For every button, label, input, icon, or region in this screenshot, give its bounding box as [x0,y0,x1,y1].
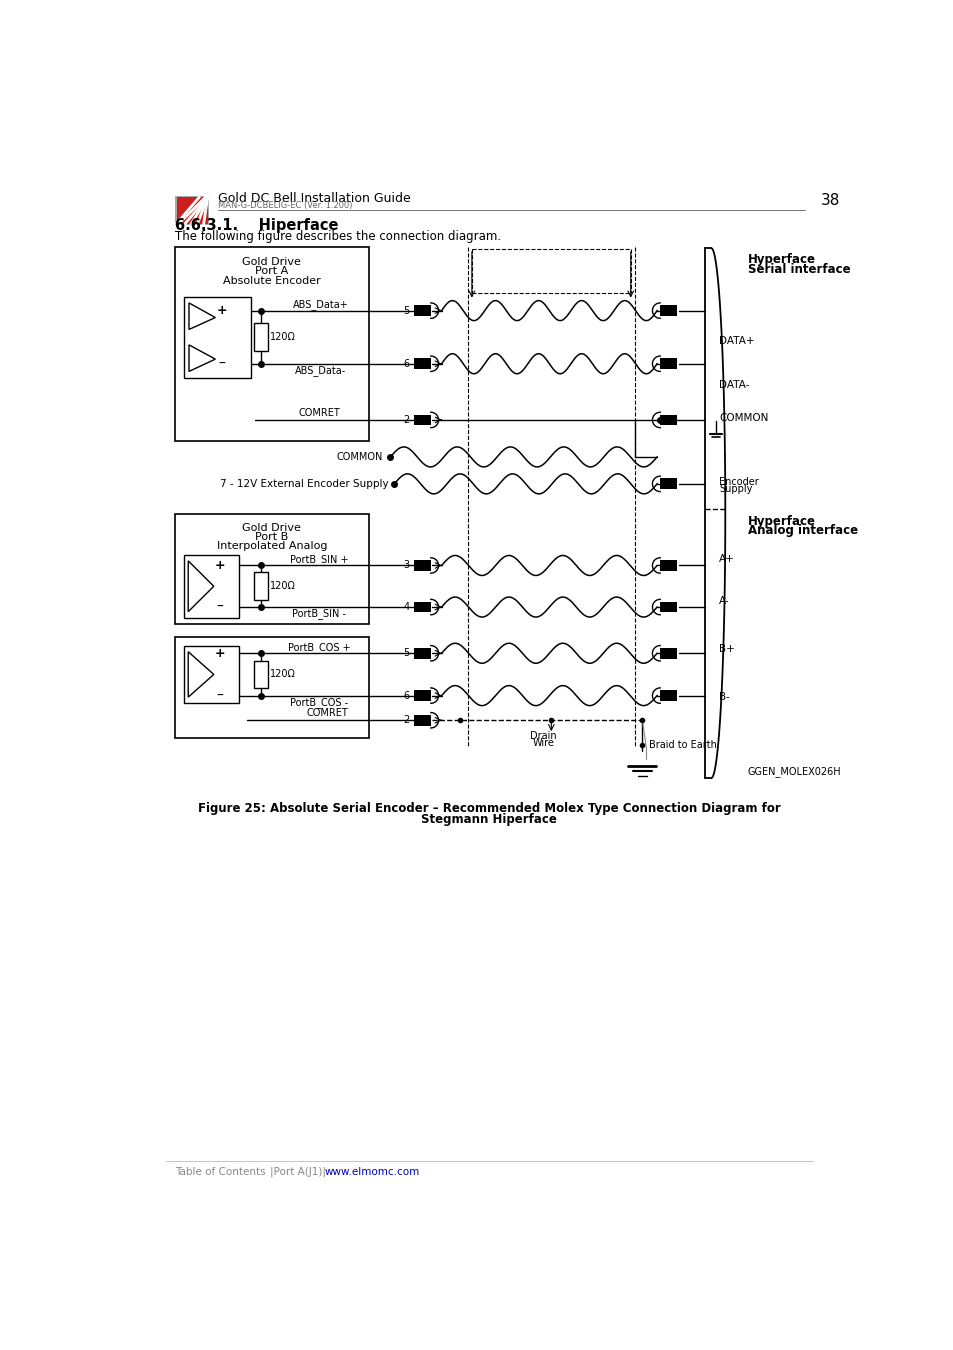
Text: ABS_Data-: ABS_Data- [294,366,346,377]
Text: 2: 2 [403,716,410,725]
Text: 120Ω: 120Ω [270,582,296,591]
Text: GGEN_MOLEX026H: GGEN_MOLEX026H [747,767,841,778]
Bar [414,648,431,659]
Text: Absolute Encoder: Absolute Encoder [223,275,320,286]
Text: Stegmann Hiperface: Stegmann Hiperface [420,813,557,826]
Text: 120Ω: 120Ω [270,332,296,342]
Text: |Port A(J1)|: |Port A(J1)| [270,1166,326,1177]
Text: Table of Contents: Table of Contents [174,1168,265,1177]
Bar [414,414,431,425]
Text: PortB_SIN +: PortB_SIN + [290,554,348,564]
Text: MAN-G-DCBELIG-EC (Ver. 1.200): MAN-G-DCBELIG-EC (Ver. 1.200) [218,201,353,209]
Text: –: – [216,688,223,702]
Text: COMMON: COMMON [719,413,768,424]
Bar [659,358,677,369]
Text: PortB_COS -: PortB_COS - [290,697,348,707]
Text: 7 - 12V External Encoder Supply: 7 - 12V External Encoder Supply [220,479,389,489]
Text: –: – [216,599,223,614]
Text: Port B: Port B [255,532,288,541]
Text: +: + [216,304,227,317]
Text: Interpolated Analog: Interpolated Analog [216,541,327,551]
Bar [174,637,369,738]
Bar [414,602,431,613]
Text: 5: 5 [403,648,410,659]
Text: Wire: Wire [532,738,554,748]
Bar [414,716,431,726]
Text: Analog interface: Analog interface [747,524,857,537]
Text: Supply: Supply [719,485,752,494]
Text: COMRET: COMRET [306,709,348,718]
Bar [253,660,268,688]
Text: ABS_Data+: ABS_Data+ [293,298,348,311]
Text: A-: A- [719,595,729,606]
Text: –: – [218,356,225,371]
Text: COMRET: COMRET [298,408,339,418]
Text: Gold Drive: Gold Drive [242,522,301,533]
Text: DATA-: DATA- [719,379,749,390]
Bar [659,414,677,425]
Bar [174,196,209,225]
Text: PortB_COS +: PortB_COS + [288,641,350,652]
Bar [184,645,239,703]
Text: COMMON: COMMON [336,452,382,462]
Text: www.elmomc.com: www.elmomc.com [324,1168,419,1177]
Text: 6: 6 [403,359,410,369]
Bar [659,478,677,489]
Text: +: + [214,559,225,572]
Text: Figure 25: Absolute Serial Encoder – Recommended Molex Type Connection Diagram f: Figure 25: Absolute Serial Encoder – Rec… [197,802,780,815]
Text: 6.6.3.1.    Hiperface: 6.6.3.1. Hiperface [174,217,338,232]
Text: Port A: Port A [255,266,288,277]
Bar [174,247,369,440]
Text: DATA+: DATA+ [719,336,754,346]
Bar [659,560,677,571]
Bar [253,323,268,351]
Text: Hyperface: Hyperface [747,516,815,528]
Bar [659,305,677,316]
Bar [253,572,268,601]
Text: Gold Drive: Gold Drive [242,256,301,267]
Text: 120Ω: 120Ω [270,670,296,679]
Text: 38: 38 [820,193,840,208]
Text: Drain: Drain [530,730,557,741]
Bar [659,690,677,701]
Text: Braid to Earth: Braid to Earth [648,740,716,749]
Text: Encoder: Encoder [719,477,758,486]
Bar [659,648,677,659]
Text: The following figure describes the connection diagram.: The following figure describes the conne… [174,231,500,243]
Bar [414,560,431,571]
Bar [174,514,369,624]
Bar [414,305,431,316]
Bar [184,555,239,618]
Text: 5: 5 [403,305,410,316]
Text: 3: 3 [403,560,410,571]
Bar [414,358,431,369]
Text: +: + [214,647,225,660]
Text: Gold DC Bell Installation Guide: Gold DC Bell Installation Guide [218,192,411,205]
Text: 6: 6 [403,691,410,701]
Bar [184,297,251,378]
Text: A+: A+ [719,554,734,563]
Bar [659,602,677,613]
Text: Hyperface: Hyperface [747,254,815,266]
Text: 4: 4 [403,602,410,612]
Bar [176,197,208,224]
Text: Serial interface: Serial interface [747,262,849,275]
Bar [414,690,431,701]
Text: B+: B+ [719,644,734,655]
Text: B-: B- [719,693,729,702]
Text: PortB_SIN -: PortB_SIN - [292,609,346,620]
Text: 2: 2 [403,414,410,425]
